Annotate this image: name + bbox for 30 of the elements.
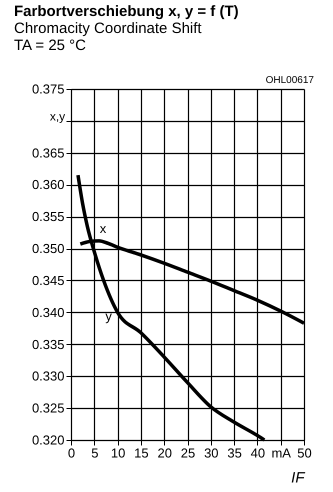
text: TA = 25 °C bbox=[14, 37, 86, 54]
x-tick-label: 35 bbox=[227, 446, 242, 460]
text: OHL00617 bbox=[266, 75, 314, 86]
x-tick-label: 0 bbox=[68, 446, 76, 460]
y-tick-label: 0.320 bbox=[32, 432, 64, 448]
y-tick-label: 0.350 bbox=[32, 241, 64, 256]
y-tick-label: 0.355 bbox=[32, 209, 64, 224]
y-tick-label: 0.345 bbox=[32, 272, 64, 288]
y-tick-label: 0.340 bbox=[32, 304, 64, 320]
series-label: y bbox=[105, 308, 112, 324]
y-tick-label: 0.365 bbox=[32, 145, 64, 160]
y-tick-label: 0.330 bbox=[32, 368, 64, 384]
y-tick-label: 0.335 bbox=[32, 336, 64, 352]
chart-subtitle: Chromacity Coordinate Shift bbox=[14, 20, 202, 37]
x-tick-label: 40 bbox=[250, 446, 266, 460]
y-tick-label: 0.360 bbox=[32, 177, 64, 192]
series-label: x bbox=[100, 220, 107, 236]
x-tick-label: 50 bbox=[297, 446, 312, 460]
x-axis-title: IF bbox=[291, 470, 306, 486]
chart-title: Farbortverschiebung x, y = f (T) bbox=[14, 3, 239, 20]
y-tick-label: 0.325 bbox=[32, 400, 64, 416]
x-tick-label: 10 bbox=[110, 446, 126, 460]
y-axis-title: x,y bbox=[50, 110, 66, 124]
x-tick-label: 15 bbox=[134, 446, 149, 460]
x-tick-label: 5 bbox=[91, 446, 98, 460]
x-tick-label: 30 bbox=[204, 446, 219, 460]
x-tick-label: mA bbox=[271, 446, 292, 460]
x-tick-label: 20 bbox=[157, 446, 172, 460]
y-tick-label: 0.375 bbox=[32, 82, 64, 96]
x-tick-label: 25 bbox=[180, 446, 196, 460]
